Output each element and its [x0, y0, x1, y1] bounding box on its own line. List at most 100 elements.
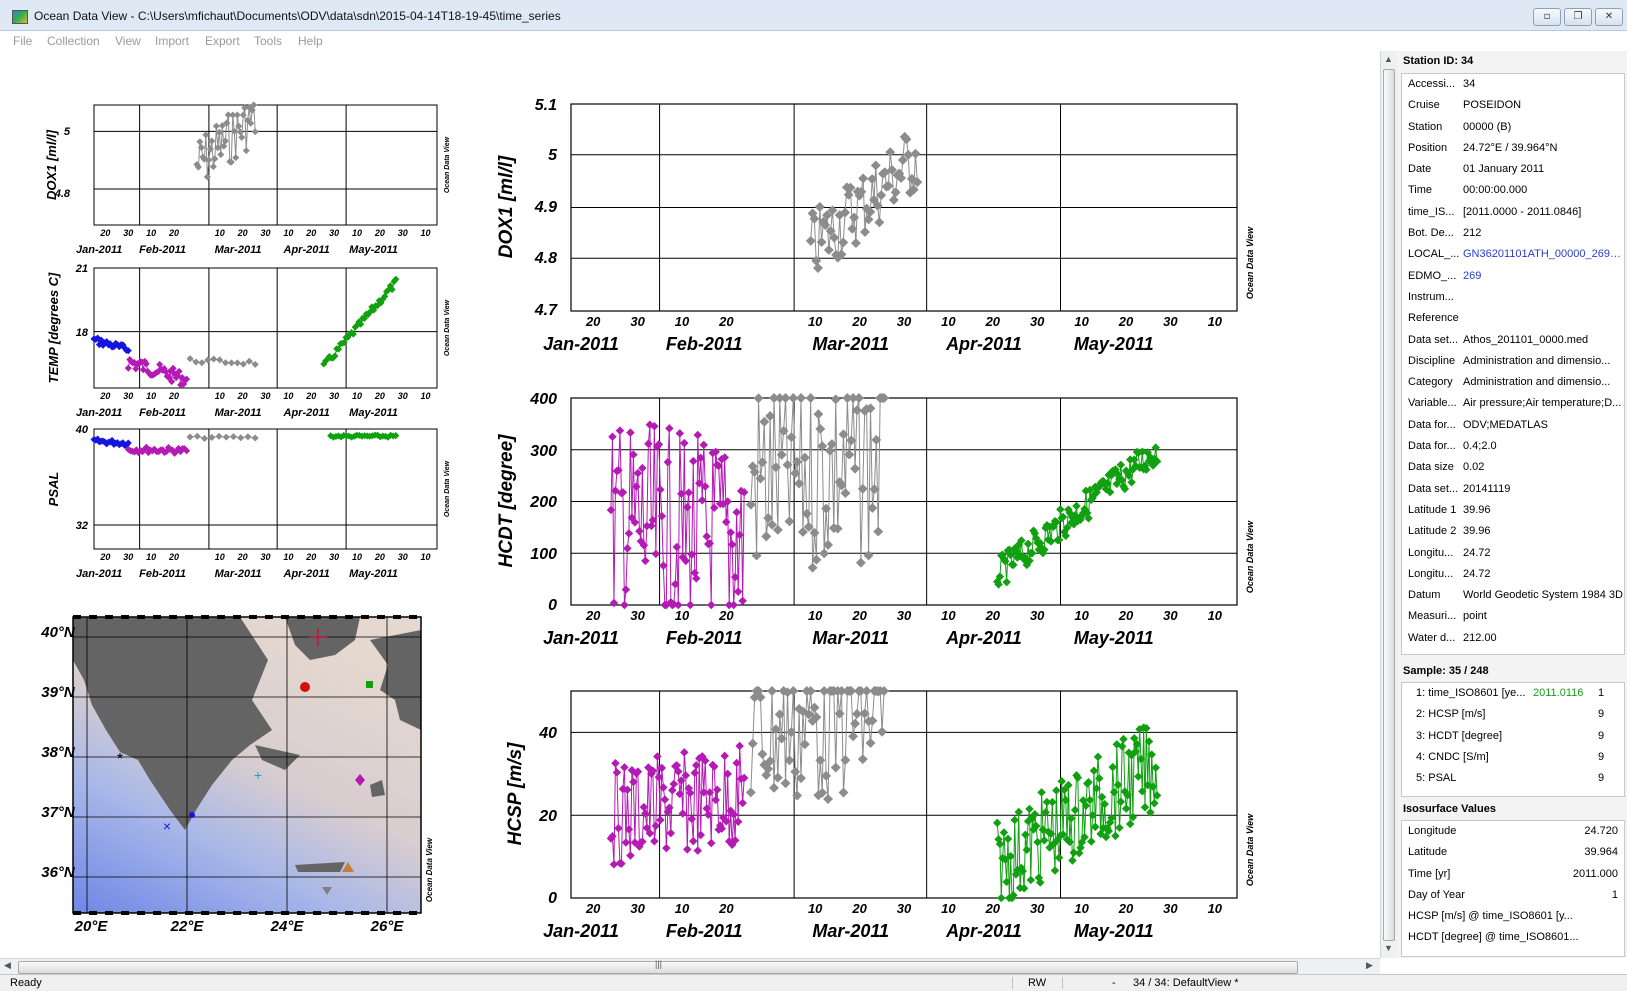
sample-row[interactable]: 5: PSAL 9 [1402, 768, 1624, 789]
minimize-button[interactable]: ▫ [1533, 8, 1561, 26]
horizontal-scroll-thumb[interactable] [18, 961, 1298, 974]
vertical-scroll-thumb[interactable] [1383, 69, 1395, 941]
data-point [671, 579, 680, 589]
station-row[interactable]: Latitude 1 39.96 [1402, 500, 1624, 521]
sample-row[interactable]: 3: HCDT [degree] 9 [1402, 726, 1624, 747]
horizontal-scrollbar[interactable]: ◀ ||| ▶ [0, 958, 1380, 975]
station-row[interactable]: Data for... 0.4;2.0 [1402, 436, 1624, 457]
month-label: Apr-2011 [283, 407, 330, 419]
station-map[interactable]: + * × 40°N 39°N 38°N 37°N 36°N 20°E 22°E… [40, 615, 434, 935]
isosurface-table[interactable]: Longitude 24.720 Latitude 39.964 Time [yr] 20… [1401, 820, 1625, 957]
sample-row[interactable]: 2: HCSP [m/s] 9 [1402, 704, 1624, 725]
station-row[interactable]: Data set... Athos_201101_0000.med [1402, 330, 1624, 351]
plot-canvas[interactable]: 5 4.8 DOX1 [ml/l] Ocean Data View 21 18 … [0, 51, 1380, 958]
station-row[interactable]: Reference [1402, 308, 1624, 329]
isosurface-row[interactable]: Latitude 39.964 [1402, 842, 1624, 863]
data-point [776, 733, 787, 744]
station-row[interactable]: Water d... 212.00 [1402, 628, 1624, 649]
restore-button[interactable]: ❐ [1564, 8, 1592, 26]
data-point [235, 122, 243, 130]
station-row[interactable]: Accessi... 34 [1402, 74, 1624, 95]
data-point [200, 434, 209, 443]
data-point [629, 777, 638, 787]
isosurface-row[interactable]: HCSP [m/s] @ time_ISO8601 [y... [1402, 906, 1624, 927]
data-point [665, 424, 674, 433]
station-row[interactable]: Longitu... 24.72 [1402, 564, 1624, 585]
month-label: Feb-2011 [139, 244, 186, 256]
data-point [1035, 878, 1045, 887]
menu-export[interactable]: Export [205, 34, 240, 48]
dox1-small-plot[interactable]: 5 4.8 DOX1 [ml/l] Ocean Data View [44, 104, 451, 226]
station-table[interactable]: Accessi... 34 Cruise POSEIDON Station 00000 (… [1401, 73, 1625, 655]
station-markers[interactable]: + * × [117, 628, 373, 895]
ytick: 200 [529, 494, 557, 511]
scroll-down-icon[interactable]: ▼ [1384, 943, 1393, 953]
isosurface-row[interactable]: Time [yr] 2011.000 [1402, 864, 1624, 885]
station-row[interactable]: Longitu... 24.72 [1402, 543, 1624, 564]
sample-table[interactable]: 1: time_ISO8601 [ye... 2011.0116 1 2: HCSP … [1401, 682, 1625, 797]
menu-file[interactable]: File [13, 34, 33, 48]
x-tick-label: 20 [585, 608, 601, 623]
menu-collection[interactable]: Collection [47, 34, 100, 48]
station-row[interactable]: Variable... Air pressure;Air temperature;… [1402, 393, 1624, 414]
x-tick-label: 20 [305, 552, 316, 562]
sample-row[interactable]: 1: time_ISO8601 [ye... 2011.0116 1 [1402, 683, 1624, 704]
y-axis-label: HCSP [m/s] [505, 742, 526, 845]
station-row[interactable]: Position 24.72°E / 39.964°N [1402, 138, 1624, 159]
menu-view[interactable]: View [115, 34, 141, 48]
station-row[interactable]: Category Administration and dimensio... [1402, 372, 1624, 393]
data-point [245, 357, 253, 365]
scroll-up-icon[interactable]: ▲ [1384, 54, 1393, 64]
data-point [1054, 853, 1064, 862]
station-row[interactable]: EDMO_... 269 [1402, 266, 1624, 287]
isosurface-row[interactable]: Longitude 24.720 [1402, 821, 1624, 842]
station-row[interactable]: Cruise POSEIDON [1402, 95, 1624, 116]
x-tick-label: 20 [851, 901, 867, 916]
station-field-value: Administration and dimensio... [1463, 376, 1611, 389]
station-row[interactable]: Data size 0.02 [1402, 457, 1624, 478]
station-row[interactable]: Date 01 January 2011 [1402, 159, 1624, 180]
data-point [857, 754, 868, 765]
station-row[interactable]: LOCAL_... GN36201101ATH_00000_269_D... [1402, 244, 1624, 265]
station-row[interactable]: Latitude 2 39.96 [1402, 521, 1624, 542]
hcdt-big-plot[interactable]: 400 300 200 100 0 HCDT [degree] Ocean Da… [496, 391, 1255, 614]
temp-small-plot[interactable]: 21 18 TEMP [degrees C] Ocean Data View [46, 263, 451, 389]
data-point [1002, 877, 1011, 887]
data-point [1152, 457, 1162, 466]
menu-tools[interactable]: Tools [254, 34, 283, 48]
psal-small-plot[interactable]: 40 32 PSAL Ocean Data View [46, 424, 451, 550]
data-point [822, 210, 832, 221]
menu-help[interactable]: Help [298, 34, 323, 48]
data-point [1014, 807, 1023, 817]
station-field-name: Longitu... [1408, 546, 1454, 559]
station-row[interactable]: Datum World Geodetic System 1984 3D [1402, 585, 1624, 606]
close-button[interactable]: ✕ [1595, 8, 1623, 26]
data-point [1134, 772, 1143, 781]
station-row[interactable]: Data set... 20141119 [1402, 479, 1624, 500]
station-field-name: Position [1408, 141, 1448, 154]
isosurface-row[interactable]: HCDT [degree] @ time_ISO8601... [1402, 927, 1624, 948]
station-row[interactable]: Bot. De... 212 [1402, 223, 1624, 244]
station-row[interactable]: Data for... ODV;MEDATLAS [1402, 415, 1624, 436]
station-row[interactable]: Discipline Administration and dimensio... [1402, 351, 1624, 372]
data-point [331, 352, 339, 360]
isosurface-row[interactable]: Day of Year 1 [1402, 885, 1624, 906]
vertical-scrollbar[interactable]: ▲ ▼ [1380, 51, 1398, 958]
menu-import[interactable]: Import [155, 34, 190, 48]
station-row[interactable]: Measuri... point [1402, 606, 1624, 627]
station-row[interactable]: time_IS... [2011.0000 - 2011.0846] [1402, 202, 1624, 223]
station-row[interactable]: Time 00:00:00.000 [1402, 180, 1624, 201]
scroll-left-icon[interactable]: ◀ [4, 960, 11, 970]
x-tick-label: 20 [1118, 608, 1134, 623]
scroll-right-icon[interactable]: ▶ [1366, 960, 1373, 970]
sample-row[interactable]: 4: CNDC [S/m] 9 [1402, 747, 1624, 768]
station-field-name: Cruise [1408, 99, 1440, 112]
station-row[interactable]: Instrum... [1402, 287, 1624, 308]
data-point [186, 355, 194, 363]
ytick: 400 [529, 391, 557, 408]
x-tick-label: 10 [1074, 608, 1089, 623]
data-point [614, 466, 623, 475]
hcsp-big-plot[interactable]: 40 20 0 HCSP [m/s] Ocean Data View [505, 690, 1255, 907]
station-row[interactable]: Station 00000 (B) [1402, 117, 1624, 138]
data-point [792, 456, 803, 467]
